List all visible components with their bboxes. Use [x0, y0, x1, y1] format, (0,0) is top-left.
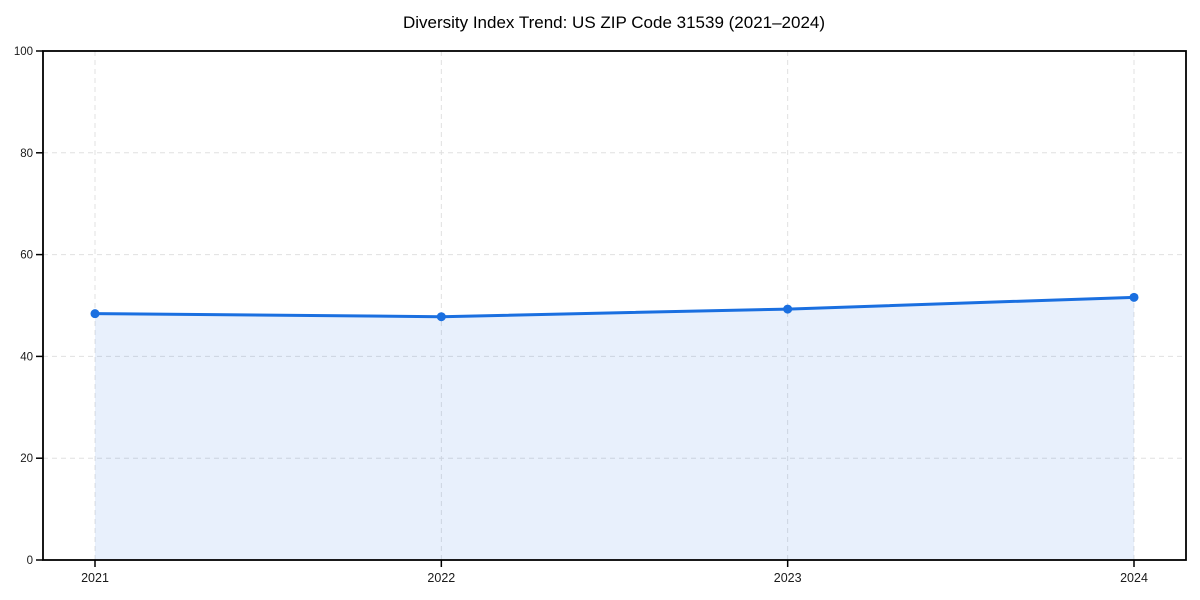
data-point-2023	[783, 304, 793, 314]
x-tick-label: 2022	[427, 571, 455, 585]
data-point-2024	[1129, 292, 1139, 302]
x-tick-label: 2024	[1120, 571, 1148, 585]
area-fill	[95, 297, 1134, 560]
chart-title: Diversity Index Trend: US ZIP Code 31539…	[403, 13, 825, 32]
y-tick-label: 80	[20, 148, 33, 160]
y-tick-label: 100	[14, 46, 33, 58]
data-point-2021	[90, 309, 100, 319]
data-point-2022	[436, 312, 446, 322]
axis-spines	[42, 50, 1187, 561]
y-tick-label: 60	[20, 250, 33, 262]
y-tick-label: 40	[20, 351, 33, 363]
x-tick-label: 2021	[81, 571, 109, 585]
x-tick-label: 2023	[774, 571, 802, 585]
plot-area: 0 20 40 60 80 100 2021 2022 2023 2024	[14, 46, 1187, 585]
trend-line	[93, 295, 1136, 319]
y-tick-label: 0	[27, 555, 33, 567]
y-tick-label: 20	[20, 453, 33, 465]
